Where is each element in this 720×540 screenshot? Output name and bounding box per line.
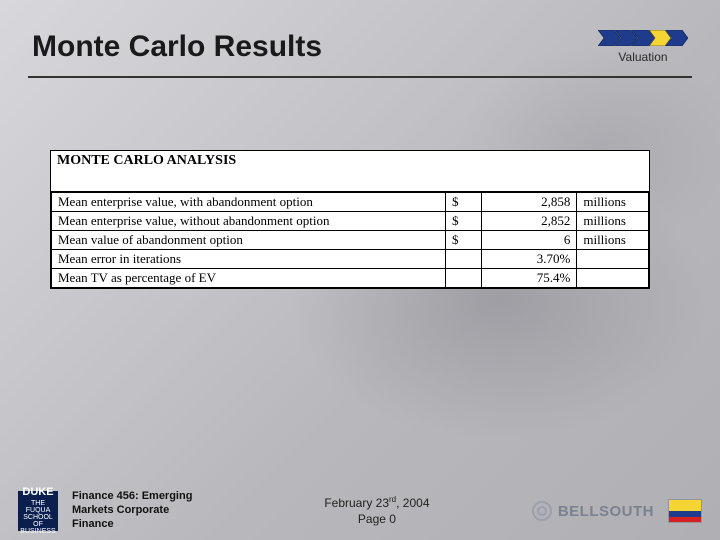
row-desc: Mean enterprise value, with abandonment … bbox=[52, 193, 446, 212]
chevron-step-4 bbox=[666, 30, 688, 46]
footer-right: BELLSOUTH bbox=[532, 499, 702, 523]
sponsor-name: BELLSOUTH bbox=[558, 503, 654, 520]
row-currency bbox=[446, 250, 482, 269]
row-unit: millions bbox=[577, 212, 649, 231]
chevron-progress bbox=[598, 30, 688, 46]
data-table: Mean enterprise value, with abandonment … bbox=[51, 192, 649, 288]
row-value: 3.70% bbox=[481, 250, 577, 269]
section-tag: Valuation bbox=[618, 50, 667, 64]
slide-footer: DUKE THE FUQUA SCHOOL OF BUSINESS Financ… bbox=[0, 482, 720, 540]
date-prefix: February 23 bbox=[324, 496, 389, 510]
duke-brand: DUKE bbox=[22, 487, 53, 498]
table-row: Mean value of abandonment option$6millio… bbox=[52, 231, 649, 250]
footer-center: February 23rd, 2004 Page 0 bbox=[236, 495, 518, 527]
footer-date: February 23rd, 2004 bbox=[324, 496, 429, 510]
row-desc: Mean enterprise value, without abandonme… bbox=[52, 212, 446, 231]
row-value: 2,852 bbox=[481, 212, 577, 231]
row-currency: $ bbox=[446, 193, 482, 212]
table-row: Mean TV as percentage of EV 75.4% bbox=[52, 269, 649, 288]
course-title: Finance 456: Emerging Markets Corporate … bbox=[72, 490, 222, 531]
duke-sub2: SCHOOL bbox=[23, 514, 53, 521]
table-row: Mean error in iterations 3.70% bbox=[52, 250, 649, 269]
flag-red bbox=[669, 517, 701, 523]
row-desc: Mean value of abandonment option bbox=[52, 231, 446, 250]
title-divider bbox=[28, 76, 692, 78]
slide-header: Monte Carlo Results Valuation bbox=[32, 30, 688, 64]
row-value: 2,858 bbox=[481, 193, 577, 212]
date-year: , 2004 bbox=[396, 496, 429, 510]
colombia-flag-icon bbox=[668, 499, 702, 523]
table-row: Mean enterprise value, with abandonment … bbox=[52, 193, 649, 212]
table-body: Mean enterprise value, with abandonment … bbox=[52, 193, 649, 288]
row-value: 75.4% bbox=[481, 269, 577, 288]
table-row: Mean enterprise value, without abandonme… bbox=[52, 212, 649, 231]
page-title: Monte Carlo Results bbox=[32, 30, 322, 64]
row-unit: millions bbox=[577, 193, 649, 212]
page-number: Page 0 bbox=[358, 512, 396, 526]
row-currency: $ bbox=[446, 231, 482, 250]
row-unit: millions bbox=[577, 231, 649, 250]
course-line3: Finance bbox=[72, 518, 114, 530]
row-desc: Mean error in iterations bbox=[52, 250, 446, 269]
bellsouth-ring-icon bbox=[532, 501, 552, 521]
row-desc: Mean TV as percentage of EV bbox=[52, 269, 446, 288]
sponsor-logo: BELLSOUTH bbox=[532, 501, 654, 521]
row-currency: $ bbox=[446, 212, 482, 231]
table-title: MONTE CARLO ANALYSIS bbox=[51, 151, 649, 192]
row-unit bbox=[577, 269, 649, 288]
analysis-table: MONTE CARLO ANALYSIS Mean enterprise val… bbox=[50, 150, 650, 289]
course-line2: Markets Corporate bbox=[72, 504, 169, 516]
duke-logo: DUKE THE FUQUA SCHOOL OF BUSINESS bbox=[18, 491, 58, 531]
row-unit bbox=[577, 250, 649, 269]
header-right: Valuation bbox=[598, 30, 688, 64]
course-line1: Finance 456: Emerging bbox=[72, 490, 192, 502]
flag-yellow bbox=[669, 500, 701, 511]
duke-sub3: OF BUSINESS bbox=[18, 521, 58, 535]
row-currency bbox=[446, 269, 482, 288]
row-value: 6 bbox=[481, 231, 577, 250]
duke-sub1: THE FUQUA bbox=[18, 500, 58, 514]
